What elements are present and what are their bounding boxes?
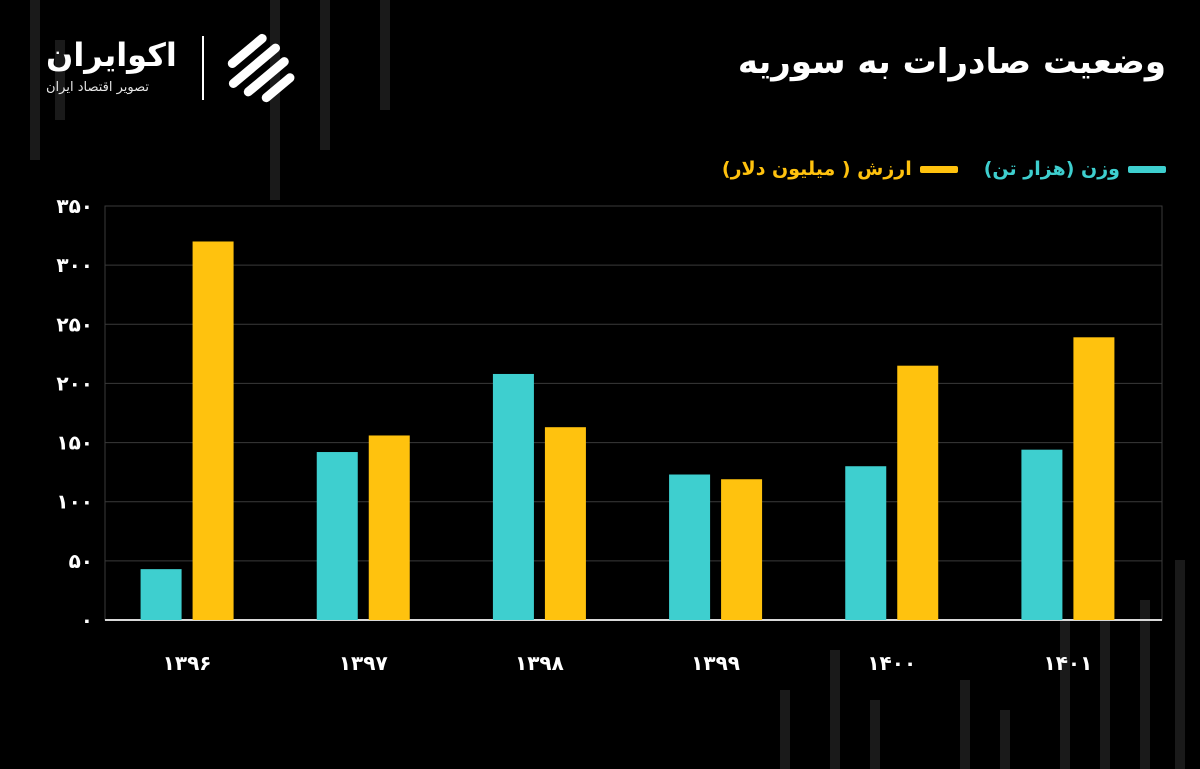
legend-item-value: ارزش ( میلیون دلار): [722, 158, 958, 180]
y-tick-label: ۱۰۰: [56, 490, 93, 514]
background-candle: [1000, 710, 1010, 769]
background-candle: [870, 700, 880, 769]
ecoiran-logo-icon: [227, 33, 295, 103]
bar-weight: [140, 569, 182, 620]
background-candle: [30, 0, 40, 160]
bar-value: [544, 427, 586, 620]
legend-swatch-weight: [1128, 165, 1166, 173]
bar-value: [192, 241, 234, 620]
y-tick-label: ۰: [81, 608, 93, 632]
x-tick-label: ۱۳۹۷: [339, 651, 388, 675]
background-candle: [55, 40, 65, 120]
bar-value: [368, 435, 410, 620]
x-tick-label: ۱۳۹۹: [691, 651, 740, 675]
brand-divider: [202, 36, 204, 100]
plot-frame: [104, 205, 1163, 621]
page-title: وضعیت صادرات به سوریه: [737, 42, 1166, 82]
y-tick-label: ۲۵۰: [56, 312, 93, 336]
background-candle: [1060, 620, 1070, 769]
legend-item-weight: وزن (هزار تن): [984, 158, 1166, 180]
background-candle: [830, 650, 840, 769]
x-tick-label: ۱۴۰۱: [1044, 651, 1093, 675]
bar-weight: [492, 373, 534, 620]
x-tick-label: ۱۳۹۸: [515, 651, 564, 675]
y-tick-label: ۳۵۰: [56, 194, 93, 218]
background-candle: [270, 0, 280, 200]
brand-name: اکوایران: [46, 36, 177, 74]
background-candle: [1100, 580, 1110, 769]
legend-label-weight: وزن (هزار تن): [983, 158, 1120, 180]
brand-block: اکوایران تصویر اقتصاد ایران: [40, 30, 300, 110]
x-tick-label: ۱۳۹۶: [163, 651, 212, 675]
y-tick-label: ۳۰۰: [56, 253, 93, 277]
brand-subtitle: تصویر اقتصاد ایران: [46, 80, 149, 95]
background-candle: [320, 0, 330, 150]
bar-weight: [1021, 449, 1063, 620]
chart-legend: ارزش ( میلیون دلار) وزن (هزار تن): [722, 158, 1166, 180]
y-tick-label: ۵۰: [69, 549, 93, 573]
y-tick-label: ۲۰۰: [56, 371, 93, 395]
background-candle: [780, 690, 790, 769]
bar-weight: [669, 474, 711, 620]
bar-value: [721, 479, 763, 620]
background-candle: [1140, 600, 1150, 769]
bar-weight: [316, 452, 358, 620]
background-candle: [1175, 560, 1185, 769]
legend-label-value: ارزش ( میلیون دلار): [721, 158, 912, 180]
background-candle: [960, 680, 970, 769]
bar-value: [1073, 337, 1115, 620]
y-tick-label: ۱۵۰: [56, 431, 93, 455]
bar-weight: [845, 466, 887, 620]
legend-swatch-value: [919, 165, 958, 173]
x-tick-label: ۱۴۰۰: [867, 651, 916, 675]
background-candle: [380, 0, 390, 110]
bar-value: [897, 365, 939, 620]
